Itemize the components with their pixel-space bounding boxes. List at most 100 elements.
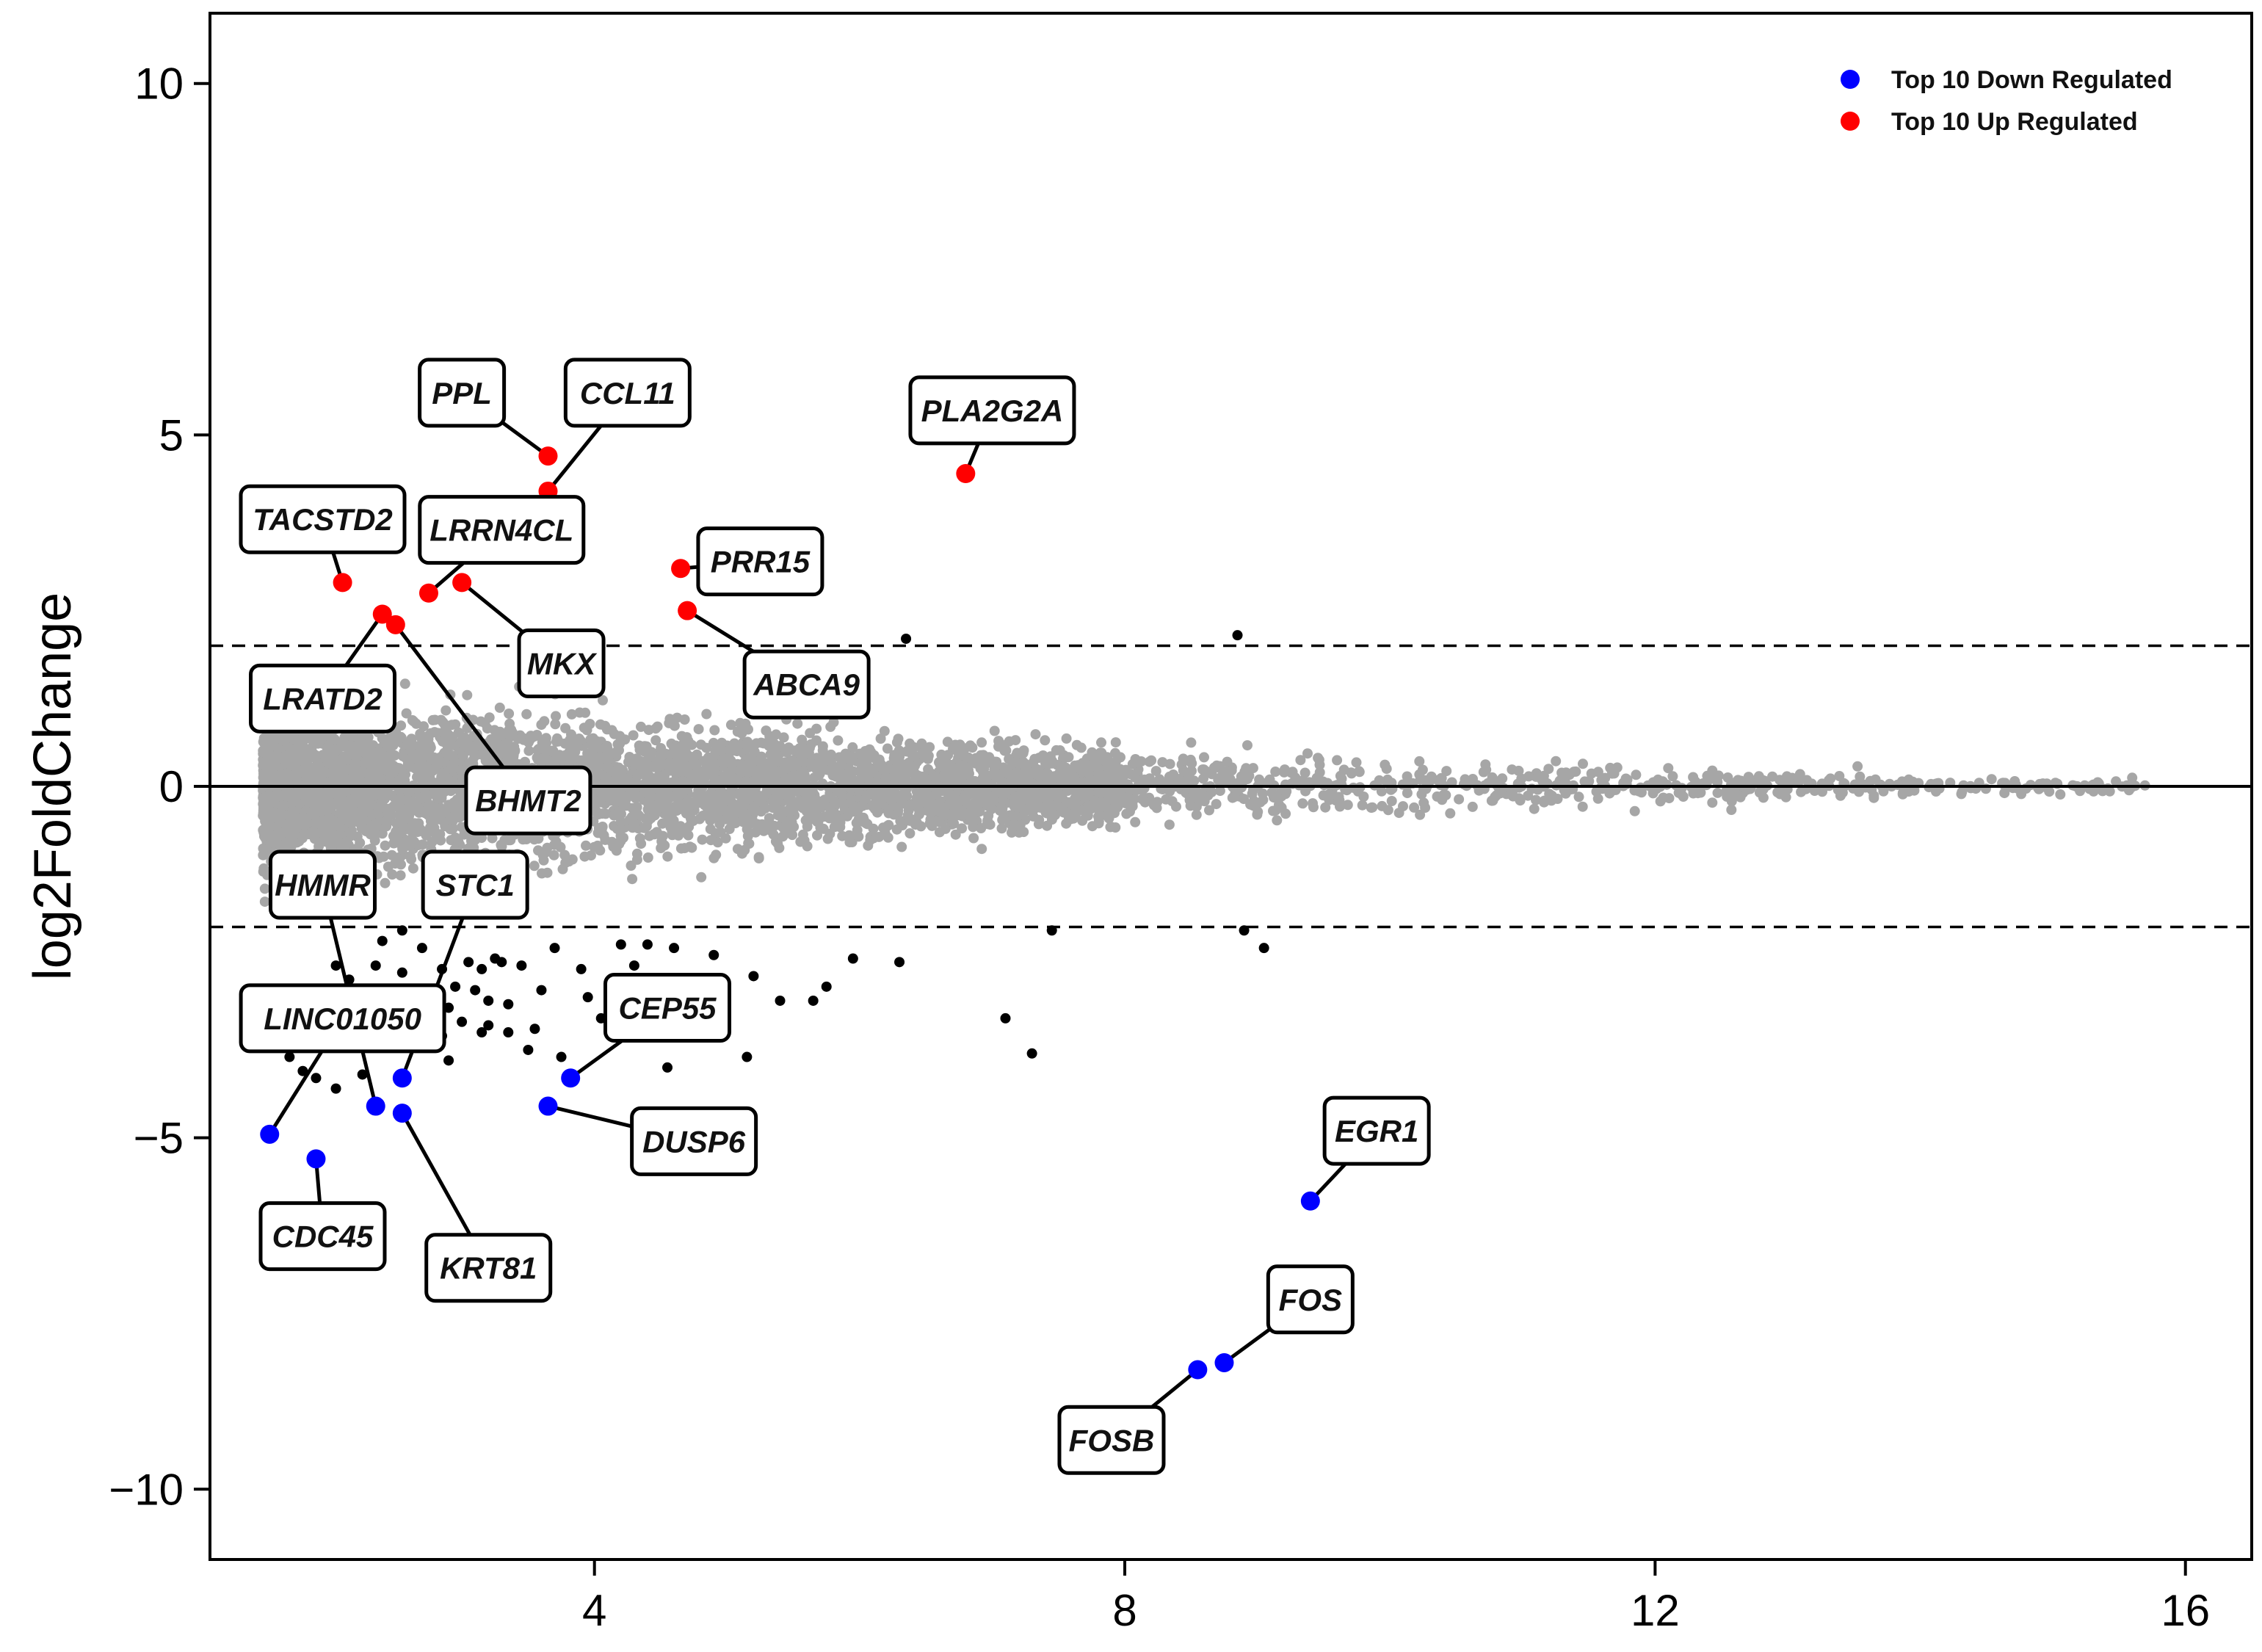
background-point [1297,798,1308,809]
background-point [727,818,737,829]
background-point [1019,758,1030,769]
background-point [400,841,411,852]
background-point [384,756,395,767]
background-point [1712,787,1723,798]
background-point [416,738,427,749]
background-point [905,828,916,838]
background-point [804,792,815,803]
background-point [712,837,723,848]
background-point [1040,735,1051,746]
background-point [395,870,406,881]
background-point [259,883,270,894]
background-point [736,796,747,806]
background-point [910,801,921,811]
background-point [600,834,611,845]
background-point [1570,766,1581,777]
background-point [1001,745,1012,756]
background-point [764,738,775,749]
background-point [435,714,446,725]
background-point [408,716,419,727]
background-point [1009,800,1020,811]
background-point [1015,819,1026,830]
background-point [429,727,440,738]
background-point [444,731,455,742]
background-point [325,814,336,825]
background-point [1191,809,1202,820]
background-point [536,720,547,731]
background-point [446,801,457,812]
background-point [448,751,459,762]
background-point [344,749,355,760]
background-point [869,803,880,814]
background-point [755,737,766,748]
background-point [550,719,561,730]
background-point [1531,794,1541,805]
background-point [997,803,1008,814]
background-point [1045,758,1056,769]
background-point [1076,742,1087,753]
background-point [645,813,656,824]
background-point [1551,756,1562,767]
background-point [1351,757,1362,768]
background-point [420,789,431,800]
background-point [880,772,891,783]
background-point [445,824,456,835]
background-point [891,824,902,835]
background-point [386,849,397,861]
background-point [627,822,638,833]
background-point [313,762,325,773]
background-point [380,840,391,851]
background-point [777,822,789,833]
background-point [697,834,708,845]
background-point [1279,764,1290,775]
background-point [337,794,348,805]
background-point [1986,774,1997,785]
background-point [847,751,857,762]
background-point [504,709,515,719]
background-point [619,798,630,809]
background-point [774,796,784,806]
background-point [1956,789,1967,800]
background-point [560,722,571,733]
background-point [837,830,848,841]
background-point [949,805,960,816]
background-point [1702,770,1713,781]
background-point [383,807,394,818]
background-point [469,751,480,762]
background-point [336,775,347,786]
background-point [414,823,425,834]
background-point [1722,772,1733,783]
background-point [1852,761,1863,772]
background-point [918,771,929,782]
background-point [600,720,611,731]
background-point [1367,802,1378,813]
background-point [1144,773,1155,784]
background-point [860,746,871,756]
background-point [1213,775,1224,786]
background-point [993,741,1004,752]
background-point [597,791,608,803]
background-point [1280,808,1291,819]
background-point [600,808,611,819]
background-point [433,801,444,812]
background-point [1028,811,1039,822]
background-point [1171,801,1181,812]
background-point [833,735,844,746]
background-point [525,733,536,745]
background-point [380,794,390,804]
background-point [895,816,906,827]
background-point [302,817,313,828]
background-point [967,775,978,786]
background-point [580,756,591,767]
background-point [639,822,650,833]
background-point [950,739,961,750]
background-point [609,810,620,821]
background-point [642,764,653,775]
background-point [949,775,960,786]
background-point [548,849,559,861]
background-point [937,783,948,794]
background-point [896,841,907,852]
background-point [884,807,895,818]
background-point [1053,772,1064,783]
background-point [1266,787,1277,798]
